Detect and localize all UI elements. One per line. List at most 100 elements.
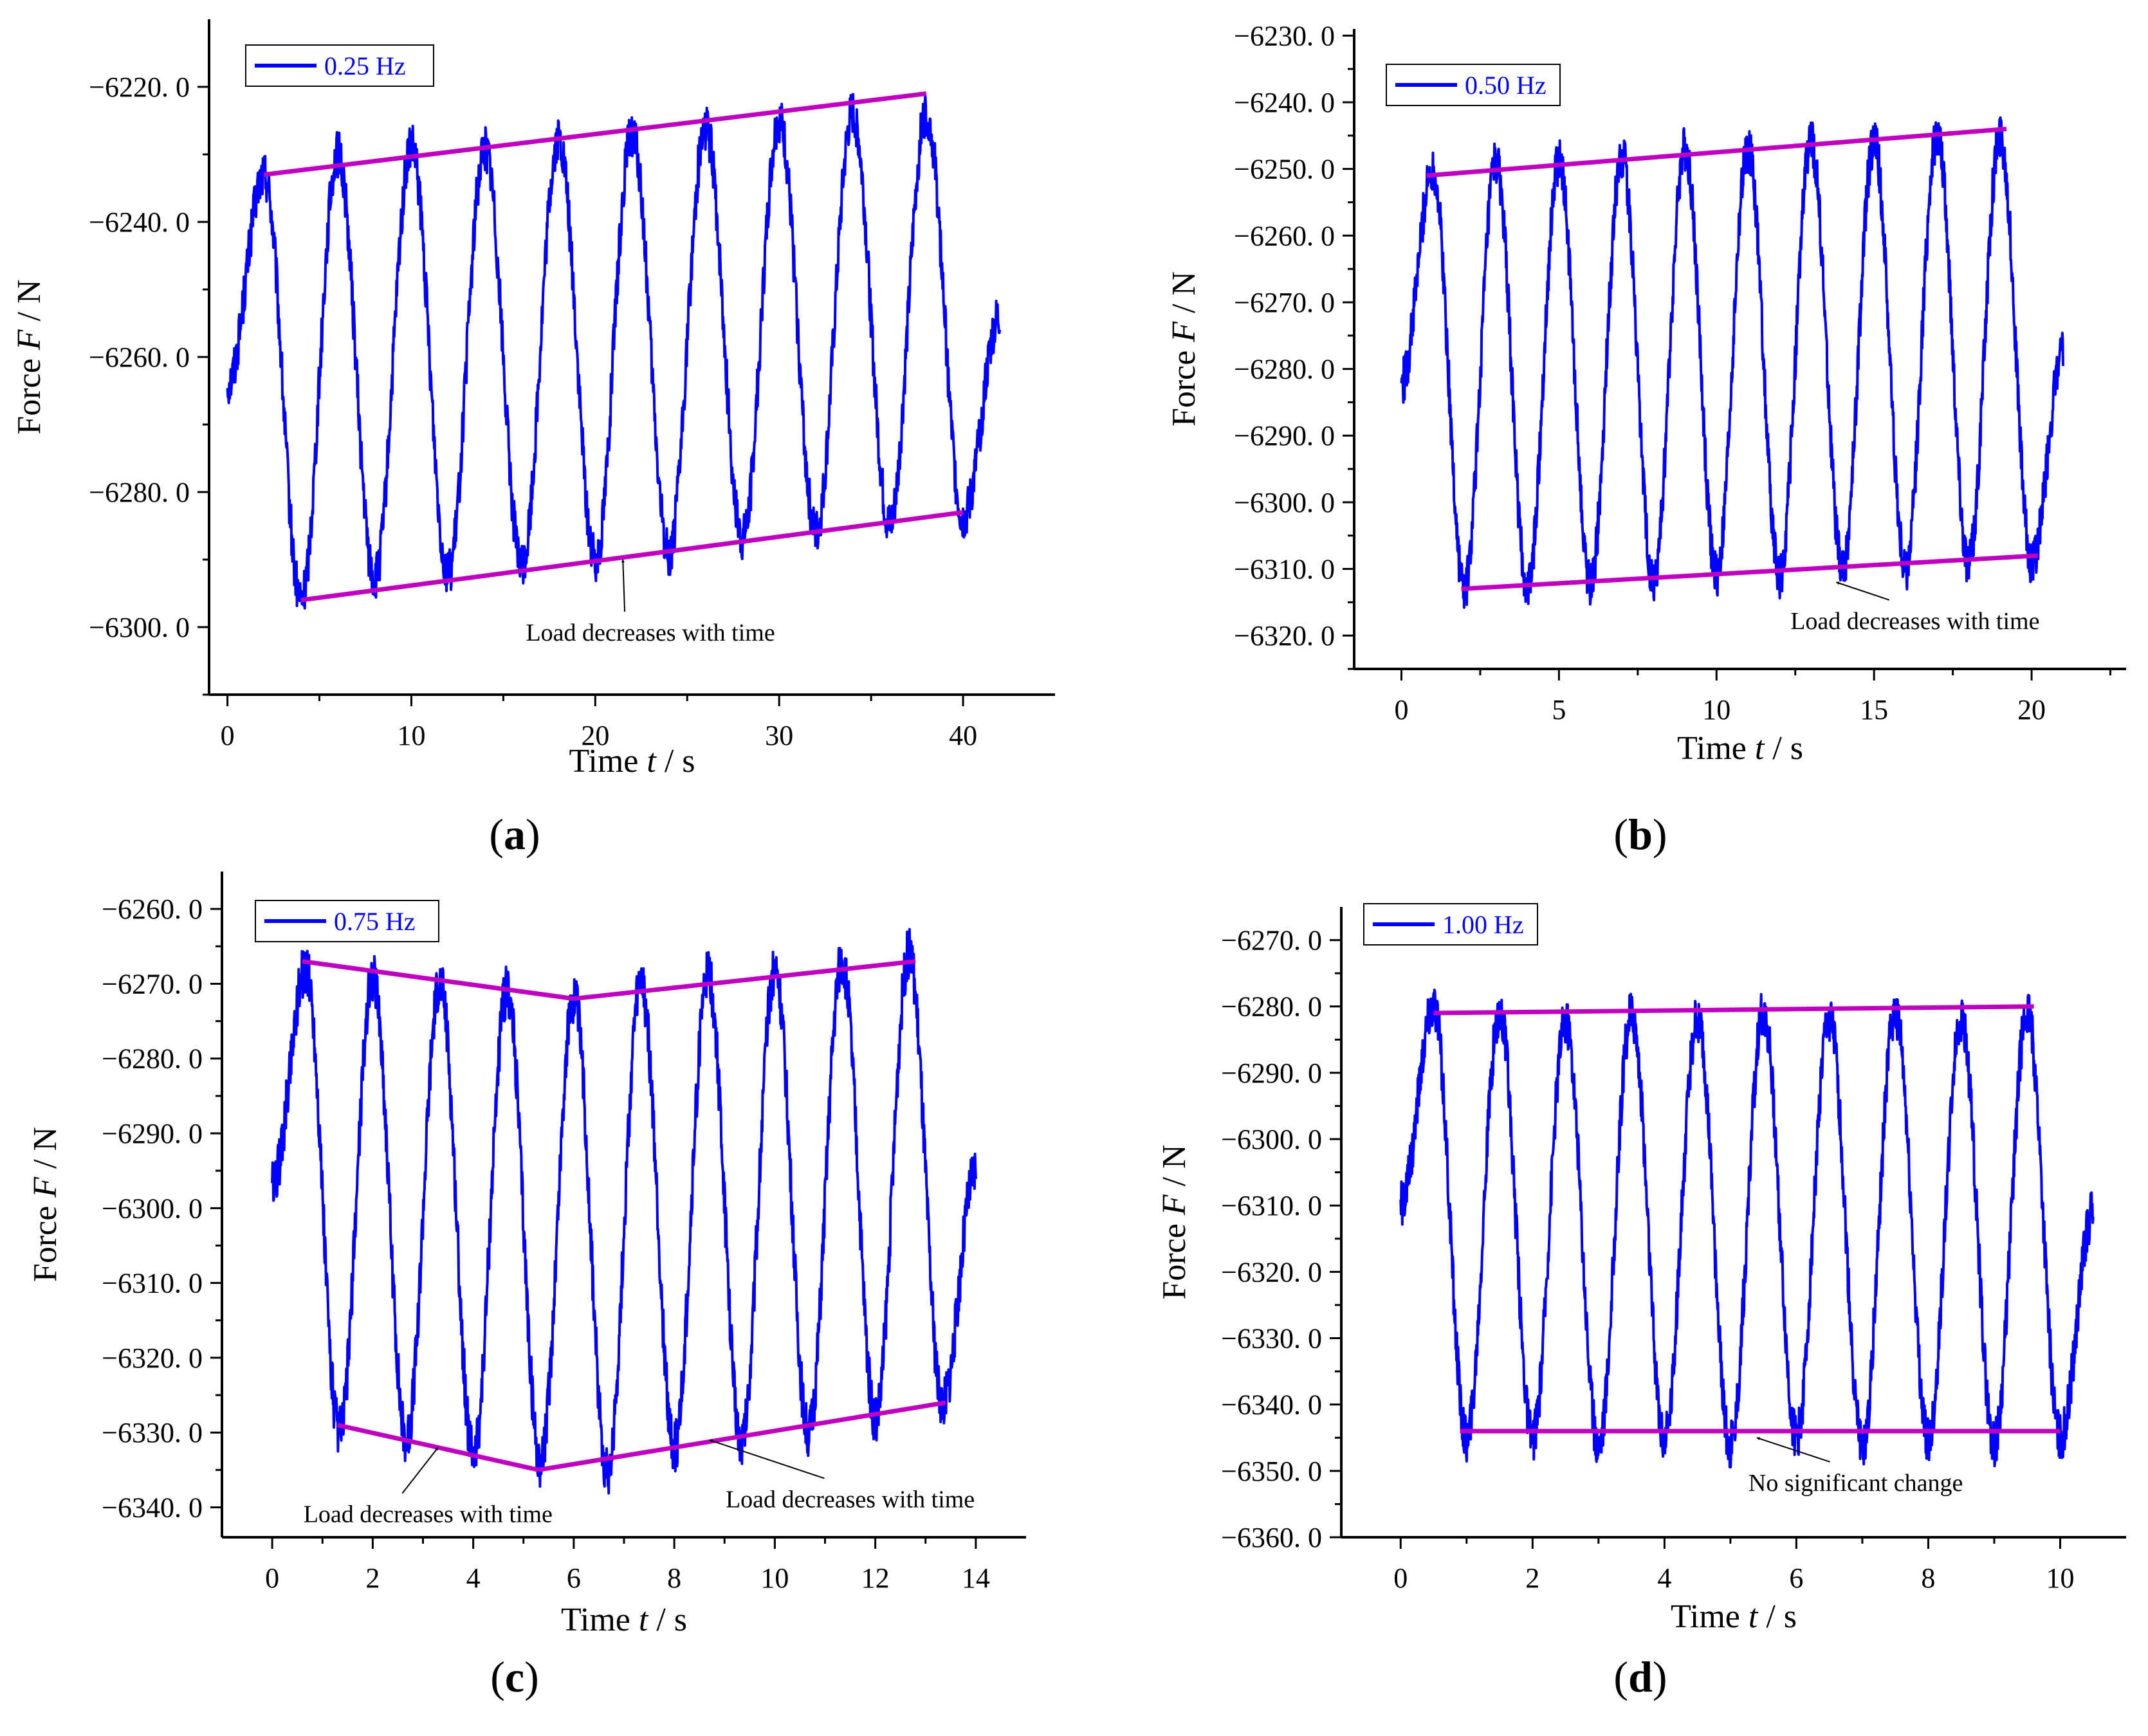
- chart-panel-d: 0 2 4 6 8 10 −6270. 0 −6280. 0 −6290. 0 −6300. 0 −…: [1156, 903, 2126, 1701]
- x-tick-label: 2: [365, 1562, 380, 1594]
- force-signal-line: [1400, 116, 2064, 609]
- annotation-arrow: [401, 1447, 439, 1494]
- y-tick-label: −6310. 0: [1234, 554, 1335, 585]
- panel-label: (a): [489, 810, 540, 859]
- chart-panel-c: 0 2 4 6 8 10 12 14 −6260. 0 −6270. 0 −6280. 0 −6290…: [27, 872, 1026, 1701]
- y-tick-label: −6220. 0: [89, 71, 190, 103]
- y-tick-label: −6270. 0: [1221, 925, 1322, 956]
- y-tick-label: −6240. 0: [1234, 87, 1335, 118]
- legend-label: 0.75 Hz: [334, 907, 416, 936]
- panel-label: (b): [1613, 810, 1667, 859]
- trend-arrow: [573, 959, 916, 1001]
- y-tick-label: −6230. 0: [1234, 20, 1335, 51]
- x-tick-label: 10: [2046, 1562, 2074, 1594]
- trend-arrow: [302, 959, 574, 1001]
- y-tick-label: −6290. 0: [1234, 420, 1335, 452]
- trend-arrow: [264, 91, 927, 177]
- y-tick-label: −6320. 0: [1234, 620, 1335, 652]
- panel-label: (c): [490, 1652, 539, 1701]
- y-axis-title: Force F / N: [1156, 1144, 1193, 1299]
- x-tick-label: 20: [581, 720, 609, 751]
- y-tick-label: −6340. 0: [102, 1492, 203, 1523]
- x-tick-label: 20: [2017, 694, 2046, 726]
- x-tick-label: 2: [1525, 1562, 1539, 1594]
- y-tick-label: −6350. 0: [1221, 1456, 1322, 1487]
- x-tick-label: 6: [567, 1562, 581, 1594]
- annotation-arrow: [709, 1439, 825, 1479]
- x-tick-label: 8: [1921, 1562, 1935, 1594]
- annotation-text: Load decreases with time: [1790, 608, 2039, 635]
- x-tick-label: 14: [962, 1562, 990, 1594]
- x-tick-label: 8: [667, 1562, 681, 1594]
- x-axis-title: Time t / s: [569, 743, 695, 780]
- x-tick-label: 5: [1552, 694, 1566, 726]
- annotation-arrow: [1835, 581, 1890, 601]
- y-tick-label: −6300. 0: [102, 1192, 203, 1224]
- y-tick-label: −6270. 0: [1234, 287, 1335, 318]
- y-tick-label: −6340. 0: [1221, 1389, 1322, 1421]
- x-tick-label: 10: [397, 720, 425, 751]
- y-tick-label: −6270. 0: [102, 968, 203, 1000]
- trend-arrow: [1433, 1004, 2035, 1016]
- panel-label: (d): [1613, 1652, 1667, 1701]
- force-signal-line: [271, 927, 977, 1495]
- y-tick-label: −6320. 0: [1221, 1256, 1322, 1288]
- x-tick-label: 6: [1789, 1562, 1803, 1594]
- y-tick-label: −6260. 0: [1234, 220, 1335, 251]
- x-tick-label: 10: [1702, 694, 1730, 726]
- x-tick-label: 15: [1860, 694, 1888, 726]
- y-tick-label: −6360. 0: [1221, 1522, 1322, 1553]
- y-tick-label: −6240. 0: [89, 206, 190, 238]
- y-tick-label: −6320. 0: [102, 1342, 203, 1374]
- y-tick-label: −6260. 0: [102, 893, 203, 925]
- legend-label: 1.00 Hz: [1442, 910, 1524, 939]
- x-tick-label: 0: [265, 1562, 279, 1594]
- y-tick-label: −6290. 0: [102, 1118, 203, 1149]
- y-tick-label: −6330. 0: [1221, 1323, 1322, 1355]
- y-tick-label: −6250. 0: [1234, 154, 1335, 185]
- y-axis-title: Force F / N: [11, 279, 48, 434]
- chart-panel-b: 0 5 10 15 20 −6230. 0 −6240. 0 −6250. 0 −6260. 0…: [1166, 20, 2126, 859]
- x-tick-label: 30: [765, 720, 793, 751]
- x-tick-label: 4: [1657, 1562, 1671, 1594]
- annotation-arrow: [621, 559, 626, 612]
- y-tick-label: −6310. 0: [1221, 1190, 1322, 1221]
- x-tick-label: 4: [466, 1562, 481, 1594]
- y-tick-label: −6280. 0: [89, 477, 190, 508]
- x-tick-label: 0: [1393, 1562, 1408, 1594]
- trend-arrow: [300, 510, 964, 603]
- y-tick-label: −6280. 0: [102, 1043, 203, 1075]
- trend-arrow: [538, 1400, 946, 1472]
- y-tick-label: −6280. 0: [1234, 354, 1335, 385]
- chart-panels: 0 10 20 30 40−6220. 0−6240. 0−6260. 0−6280. …: [11, 19, 2126, 1701]
- y-tick-label: −6300. 0: [1221, 1124, 1322, 1155]
- x-tick-label: 10: [760, 1562, 789, 1594]
- y-tick-label: −6300. 0: [1234, 487, 1335, 518]
- x-tick-label: 12: [861, 1562, 890, 1594]
- y-tick-label: −6330. 0: [102, 1417, 203, 1448]
- x-tick-label: 0: [221, 720, 235, 751]
- y-tick-label: −6310. 0: [102, 1268, 203, 1299]
- y-tick-label: −6260. 0: [89, 342, 190, 373]
- trend-arrow: [1461, 553, 2039, 592]
- y-axis-title: Force F / N: [1166, 271, 1202, 426]
- x-axis-title: Time t / s: [561, 1602, 687, 1638]
- force-signal-line: [226, 93, 1002, 610]
- legend-label: 0.25 Hz: [324, 51, 406, 80]
- x-axis-title: Time t / s: [1677, 730, 1803, 767]
- x-tick-label: 0: [1394, 694, 1408, 726]
- annotation-arrow: [1756, 1437, 1830, 1463]
- annotation-text: Load decreases with time: [526, 619, 775, 646]
- y-tick-label: −6290. 0: [1221, 1057, 1322, 1089]
- force-signal-line: [1399, 989, 2095, 1468]
- y-tick-label: −6280. 0: [1221, 991, 1322, 1023]
- x-axis-title: Time t / s: [1671, 1598, 1797, 1635]
- chart-panel-a: 0 10 20 30 40 −6220. 0 −6240. 0 −6260. 0 −6280. …: [11, 19, 1055, 859]
- annotation-text: No significant change: [1749, 1470, 1963, 1497]
- x-tick-label: 40: [949, 720, 977, 751]
- annotation-text: Load decreases with time: [304, 1501, 553, 1528]
- y-axis-title: Force F / N: [27, 1127, 64, 1282]
- annotation-text: Load decreases with time: [726, 1486, 975, 1513]
- trend-arrow: [1426, 126, 2007, 178]
